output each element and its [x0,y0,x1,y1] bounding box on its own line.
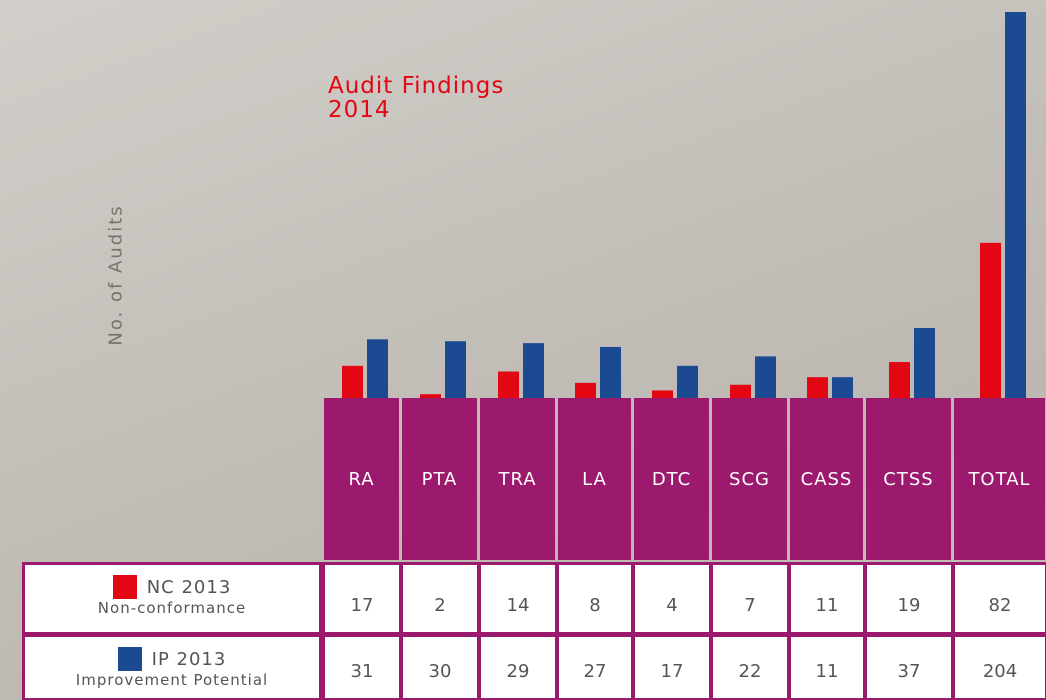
value-cell: 17 [635,637,709,698]
legend-swatch [113,575,137,599]
bar [652,390,673,398]
bar [342,366,363,398]
bar [600,347,621,398]
bar [677,366,698,398]
legend-entry: NC 2013 [25,575,319,599]
column-header: TRA [480,398,555,560]
column-header: TOTAL [954,398,1045,560]
bar [755,356,776,398]
bar [730,385,751,398]
bar [575,383,596,398]
value-cell: 37 [867,637,951,698]
column-header: CASS [790,398,863,560]
column-header: CTSS [866,398,951,560]
legend-label: NC 2013 [147,577,232,598]
bar [889,362,910,398]
bar [367,339,388,398]
infographic: Audit Findings 2014 No. of Audits RA1731… [0,0,1046,700]
value-cell: 11 [791,565,863,632]
legend-swatch [118,647,142,671]
value-cell: 4 [635,565,709,632]
value-cell: 29 [481,637,555,698]
bar [445,341,466,398]
bar [498,372,519,398]
column-header: RA [324,398,399,560]
bar [980,243,1001,398]
bar [914,328,935,398]
column-header: DTC [634,398,709,560]
legend-description: Improvement Potential [25,671,319,689]
value-cell: 2 [403,565,477,632]
value-cell: 19 [867,565,951,632]
legend-label: IP 2013 [152,649,227,670]
legend-entry: IP 2013 [25,647,319,671]
value-cell: 204 [955,637,1045,698]
bar [832,377,853,398]
value-cell: 14 [481,565,555,632]
column-header: PTA [402,398,477,560]
value-cell: 17 [325,565,399,632]
column-header: LA [558,398,631,560]
column-header: SCG [712,398,787,560]
bar [807,377,828,398]
value-cell: 22 [713,637,787,698]
bar [1005,12,1026,398]
bar [523,343,544,398]
value-cell: 30 [403,637,477,698]
value-cell: 8 [559,565,631,632]
bar-area [0,0,1046,400]
value-cell: 11 [791,637,863,698]
value-cell: 27 [559,637,631,698]
value-cell: 7 [713,565,787,632]
legend-description: Non-conformance [25,599,319,617]
value-cell: 82 [955,565,1045,632]
value-cell: 31 [325,637,399,698]
